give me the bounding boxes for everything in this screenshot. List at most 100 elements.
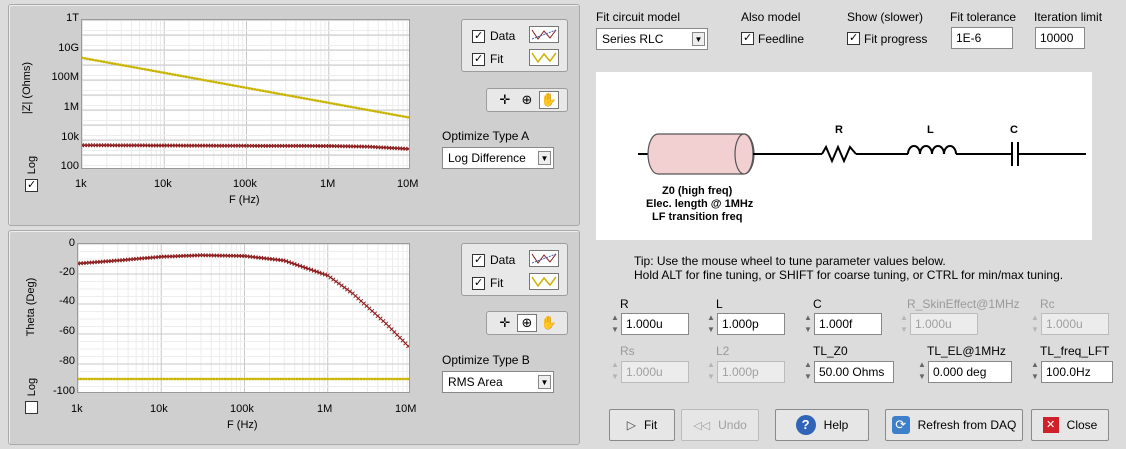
fit-point-marker (385, 112, 388, 115)
param-c-spinner[interactable]: ▲ ▼ (804, 313, 812, 334)
fit-point-marker (135, 377, 138, 381)
chevron-down-icon[interactable]: ▼ (538, 151, 551, 165)
fit-point-marker (99, 60, 103, 63)
param-r-spinner[interactable]: ▲ ▼ (611, 313, 619, 334)
pan-hand-icon[interactable]: ✋ (540, 315, 558, 330)
fit-point-marker (195, 77, 199, 81)
fit-progress-label: Fit progress (864, 32, 928, 46)
fit-point-marker (298, 377, 302, 381)
fit-model-dropdown[interactable]: Series RLC ▼ (596, 28, 708, 50)
data-visibility-checkbox[interactable] (472, 29, 485, 43)
fit-point-marker (179, 377, 182, 381)
fit-point-marker (204, 79, 207, 82)
param-l-label: L (716, 297, 723, 311)
param-c-field[interactable]: 1.000f (814, 313, 882, 335)
legend-fit-row[interactable]: Fit (472, 48, 503, 70)
data-point-marker (295, 262, 300, 268)
log-checkbox[interactable] (25, 179, 38, 192)
param-tlz0-label: TL_Z0 (813, 344, 848, 358)
legend-fit-row[interactable]: Fit (472, 272, 503, 294)
help-button[interactable]: ? Help (775, 409, 869, 441)
fit-point-marker (393, 377, 396, 381)
feedline-checkbox[interactable] (741, 32, 754, 45)
cursor-move-icon[interactable]: ✛ (499, 315, 511, 330)
param-tlel-field[interactable]: 0.000 deg (928, 361, 1012, 383)
fit-button-label: Fit (643, 418, 658, 432)
fit-point-marker (182, 377, 185, 381)
fit-point-marker (143, 68, 147, 71)
fit-point-marker (357, 377, 360, 381)
data-point-marker (333, 279, 339, 284)
phase-plot-area[interactable] (77, 243, 410, 393)
zoom-icon[interactable]: ⊕ (521, 92, 533, 107)
fit-point-marker (234, 377, 238, 381)
fit-point-marker (119, 63, 122, 67)
phase-graph-palette: ✛ ⊕ ✋ (486, 311, 568, 335)
param-l-spinner[interactable]: ▲ ▼ (707, 313, 715, 334)
param-tlz0-spinner[interactable]: ▲ ▼ (804, 360, 812, 381)
y-tick-label: -60 (59, 325, 75, 337)
data-plot-style-icon[interactable] (529, 26, 559, 43)
fit-point-marker (209, 80, 213, 83)
fit-point-marker (334, 377, 338, 381)
chevron-down-icon[interactable]: ▼ (692, 32, 705, 46)
fit-point-marker (271, 377, 274, 381)
legend-data-row[interactable]: Data (472, 249, 515, 271)
fit-point-marker (300, 96, 303, 100)
data-plot-style-icon[interactable] (529, 250, 559, 267)
fit-point-marker (398, 114, 402, 118)
optimize-type-b-dropdown[interactable]: RMS Area ▼ (442, 371, 554, 393)
param-tlz0-field[interactable]: 50.00 Ohms (814, 361, 894, 383)
chevron-down-icon[interactable]: ▼ (538, 375, 551, 389)
fit-point-marker (198, 377, 202, 381)
param-rc-label: Rc (1040, 297, 1055, 311)
fit-plot-style-icon[interactable] (529, 273, 559, 290)
param-tlfreq-label: TL_freq_LFT (1040, 344, 1110, 358)
fit-point-marker (237, 377, 241, 381)
fit-point-marker (311, 98, 314, 102)
optimize-type-a-dropdown[interactable]: Log Difference ▼ (442, 147, 554, 169)
param-tlfreq-field[interactable]: 100.0Hz (1041, 361, 1113, 383)
fit-model-value: Series RLC (602, 32, 664, 46)
fit-visibility-checkbox[interactable] (472, 276, 485, 290)
fit-point-marker (171, 73, 174, 76)
param-tlel-spinner[interactable]: ▲ ▼ (918, 360, 926, 381)
cursor-move-icon[interactable]: ✛ (499, 92, 511, 107)
log-checkbox[interactable] (25, 401, 38, 414)
param-rskin-label: R_SkinEffect@1MHz (907, 297, 1020, 311)
fit-point-marker (390, 113, 394, 116)
pan-hand-icon[interactable]: ✋ (539, 91, 559, 109)
feedline-label: Feedline (758, 32, 805, 46)
fit-visibility-checkbox[interactable] (472, 52, 485, 66)
close-button[interactable]: ✕ Close (1031, 409, 1109, 441)
data-visibility-checkbox[interactable] (472, 253, 485, 267)
param-r-field[interactable]: 1.000u (621, 313, 689, 335)
fit-plot-style-icon[interactable] (529, 49, 559, 66)
fit-tolerance-field[interactable]: 1E-6 (951, 27, 1013, 49)
magnitude-plot-area[interactable] (81, 19, 410, 169)
param-tlfreq-spinner[interactable]: ▲ ▼ (1031, 360, 1039, 381)
y-tick-label: -20 (59, 266, 75, 278)
data-point-marker (306, 266, 311, 271)
fit-point-marker (112, 377, 116, 381)
fit-point-marker (250, 87, 254, 91)
refresh-from-daq-button[interactable]: ⟳ Refresh from DAQ (885, 409, 1023, 441)
fit-point-marker (124, 64, 128, 68)
iteration-limit-field[interactable]: 10000 (1035, 27, 1085, 49)
param-l-field[interactable]: 1.000p (717, 313, 785, 335)
fit-point-marker (193, 377, 196, 381)
param-rc-spinner: ▲ ▼ (1031, 313, 1039, 334)
zoom-icon[interactable]: ⊕ (517, 314, 537, 332)
data-point-marker (308, 267, 314, 272)
fit-point-marker (146, 377, 149, 381)
fit-point-marker (239, 85, 243, 89)
x-tick-label: 10M (397, 178, 419, 190)
fit-progress-checkbox[interactable] (847, 32, 860, 45)
fit-point-marker (108, 61, 111, 65)
fit-point-marker (94, 59, 97, 62)
fit-point-marker (302, 97, 306, 100)
transmission-line-lf-label: LF transition freq (652, 211, 743, 223)
fit-point-marker (212, 80, 215, 84)
legend-data-row[interactable]: Data (472, 25, 515, 47)
fit-button[interactable]: ▷ Fit (609, 409, 675, 441)
